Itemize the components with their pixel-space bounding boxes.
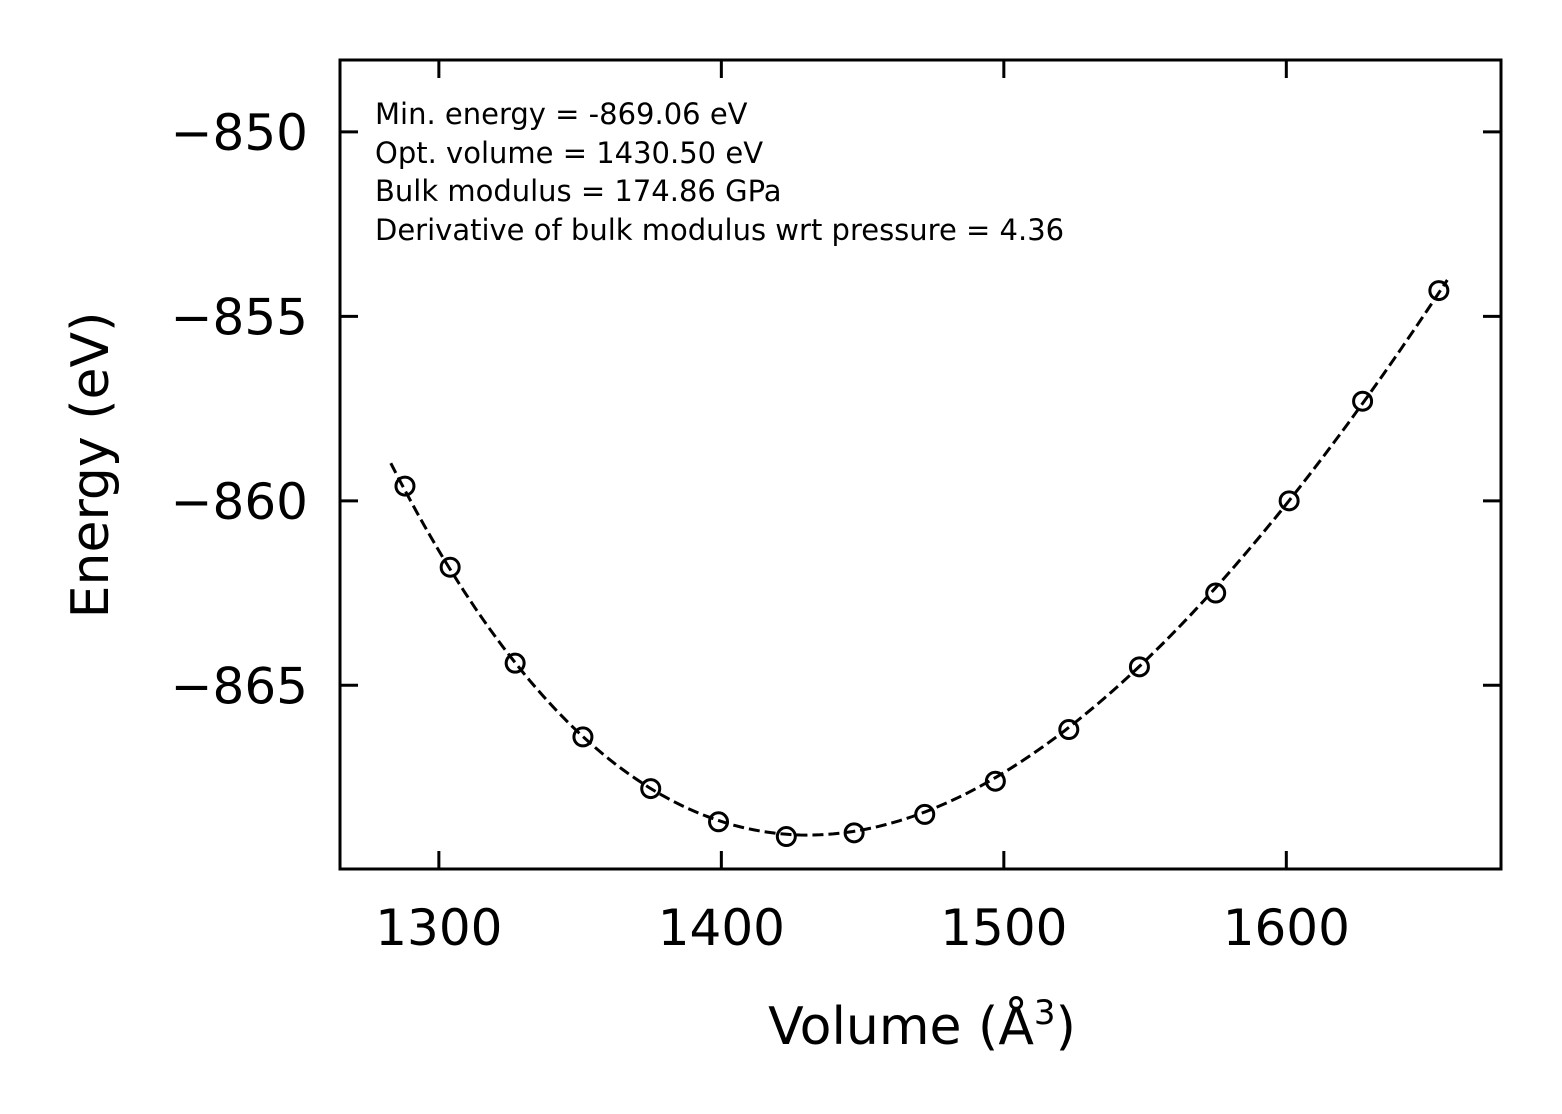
data-point-12 bbox=[1128, 656, 1150, 678]
data-point-13 bbox=[1205, 582, 1227, 604]
fit-curve-line bbox=[389, 279, 1449, 837]
plot-frame bbox=[338, 58, 1503, 871]
data-point-10 bbox=[984, 770, 1006, 792]
annotation-min-energy: Min. energy = -869.06 eV bbox=[375, 97, 748, 131]
data-point-16 bbox=[1428, 280, 1450, 302]
data-point-6 bbox=[708, 811, 730, 833]
x-axis-title-close: ) bbox=[1056, 997, 1076, 1057]
annotation-opt-volume: Opt. volume = 1430.50 eV bbox=[375, 136, 763, 170]
x-axis-title: Volume (Å3) bbox=[768, 993, 1076, 1057]
x-axis-ticks: 1300 1400 1500 1600 bbox=[375, 60, 1350, 957]
data-point-8 bbox=[843, 822, 865, 844]
plot-series bbox=[389, 279, 1450, 848]
x-tick-label-1600: 1600 bbox=[1223, 899, 1350, 957]
x-tick-label-1300: 1300 bbox=[375, 899, 502, 957]
x-tick-label-1500: 1500 bbox=[940, 899, 1067, 957]
y-tick-label-850: −850 bbox=[171, 104, 308, 162]
x-tick-label-1400: 1400 bbox=[658, 899, 785, 957]
x-axis-title-superscript: 3 bbox=[1034, 993, 1056, 1033]
data-point-9 bbox=[914, 803, 936, 825]
y-tick-label-855: −855 bbox=[171, 288, 308, 346]
y-tick-label-860: −860 bbox=[171, 473, 308, 531]
data-point-1 bbox=[394, 475, 416, 497]
y-axis-title: Energy (eV) bbox=[61, 312, 121, 619]
data-point-11 bbox=[1058, 719, 1080, 741]
data-point-5 bbox=[640, 778, 662, 800]
annotation-block: Min. energy = -869.06 eV Opt. volume = 1… bbox=[375, 97, 1064, 247]
annotation-bulk-modulus-derivative: Derivative of bulk modulus wrt pressure … bbox=[375, 213, 1064, 247]
x-axis-title-main: Volume (Å bbox=[768, 995, 1034, 1057]
data-point-3 bbox=[504, 652, 526, 674]
y-tick-label-865: −865 bbox=[171, 657, 308, 715]
annotation-bulk-modulus: Bulk modulus = 174.86 GPa bbox=[375, 174, 782, 208]
data-point-7 bbox=[775, 826, 797, 848]
data-point-2 bbox=[439, 556, 461, 578]
y-axis-ticks: −850 −855 −860 −865 bbox=[171, 104, 1501, 715]
data-point-4 bbox=[572, 726, 594, 748]
data-point-14 bbox=[1278, 490, 1300, 512]
data-point-15 bbox=[1352, 390, 1374, 412]
